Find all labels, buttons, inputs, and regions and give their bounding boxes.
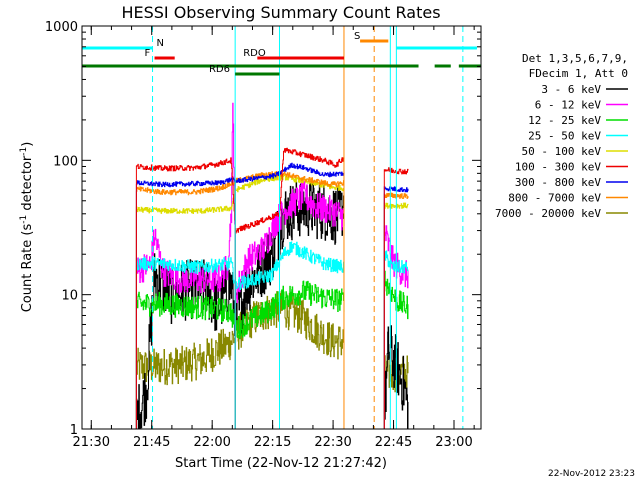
y-axis-label-end: ): [20, 142, 35, 147]
legend-label: 100 - 300 keV: [515, 161, 601, 174]
flag-label: S: [354, 31, 360, 42]
series-line: [234, 147, 345, 429]
y-axis-label: Count Rate (s-1 detector-1): [19, 142, 35, 313]
plot-frame: [81, 25, 482, 430]
legend-header-1: Det 1,3,5,6,7,9,: [522, 52, 628, 65]
x-tick-label: 21:45: [133, 435, 170, 450]
series-25-50-kev: [135, 241, 409, 429]
y-tick-label: 100: [53, 154, 78, 169]
legend: Det 1,3,5,6,7,9, FDecim 1, Att 0 3 - 6 k…: [495, 52, 628, 220]
series-line: [135, 328, 236, 429]
flag-label: RDO: [243, 48, 266, 59]
series-line: [135, 291, 236, 429]
x-axis-label: Start Time (22-Nov-12 21:27:42): [175, 456, 387, 471]
legend-label: 800 - 7000 keV: [508, 192, 601, 205]
legend-label: 300 - 800 keV: [515, 176, 601, 189]
x-tick-label: 21:30: [73, 435, 110, 450]
x-tick-label: 22:30: [314, 435, 351, 450]
legend-label: 25 - 50 keV: [528, 130, 601, 143]
x-tick-label: 22:45: [375, 435, 412, 450]
series-line: [234, 178, 345, 429]
series-line: [234, 162, 345, 429]
y-axis-label-sup1: -1: [19, 215, 29, 224]
series-line: [234, 280, 345, 429]
y-axis-label-sup2: -1: [19, 147, 29, 156]
flag-label: N: [157, 38, 164, 49]
series-line: [135, 102, 236, 429]
y-tick-label: 1: [70, 423, 78, 438]
chart-title: HESSI Observing Summary Count Rates: [121, 3, 440, 22]
legend-label: 7000 - 20000 keV: [495, 207, 601, 220]
series-line: [234, 180, 345, 429]
legend-label: 3 - 6 keV: [541, 83, 601, 96]
axes: 1 10 100 1000 21:30 21:45 22:00 22:15 22:30 22:45…: [45, 20, 481, 450]
legend-label: 50 - 100 keV: [522, 145, 602, 158]
legend-header-2: FDecim 1, Att 0: [529, 67, 628, 80]
y-tick-label: 1000: [45, 20, 78, 35]
flag-bars: N S F RDO RD6: [82, 31, 481, 76]
footer-date: 22-Nov-2012 23:23: [548, 469, 635, 479]
y-axis-label-main: Count Rate (s: [20, 224, 35, 313]
y-tick-label: 10: [61, 289, 78, 304]
vertical-markers: [152, 26, 464, 429]
x-tick-label: 23:00: [435, 435, 472, 450]
legend-label: 6 - 12 keV: [535, 99, 602, 112]
x-tick-label: 22:15: [254, 435, 291, 450]
flag-label: RD6: [209, 64, 230, 75]
series-line: [135, 157, 236, 429]
series-line: [234, 241, 345, 429]
series-line: [135, 177, 236, 429]
legend-label: 12 - 25 keV: [528, 114, 601, 127]
x-tick-label: 22:00: [193, 435, 230, 450]
series-layer: [135, 102, 409, 429]
flag-label: F: [144, 48, 150, 59]
y-axis-label-mid: detector: [20, 155, 35, 215]
